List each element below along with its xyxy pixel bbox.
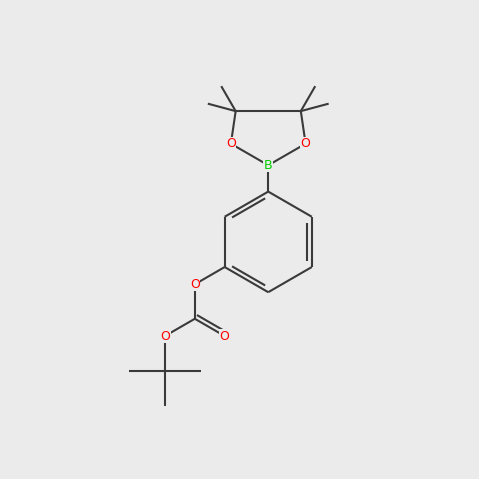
Text: O: O bbox=[301, 137, 310, 150]
Text: O: O bbox=[160, 330, 170, 342]
Text: O: O bbox=[220, 330, 229, 342]
Text: B: B bbox=[264, 159, 273, 172]
Text: O: O bbox=[190, 278, 200, 291]
Text: O: O bbox=[226, 137, 236, 150]
